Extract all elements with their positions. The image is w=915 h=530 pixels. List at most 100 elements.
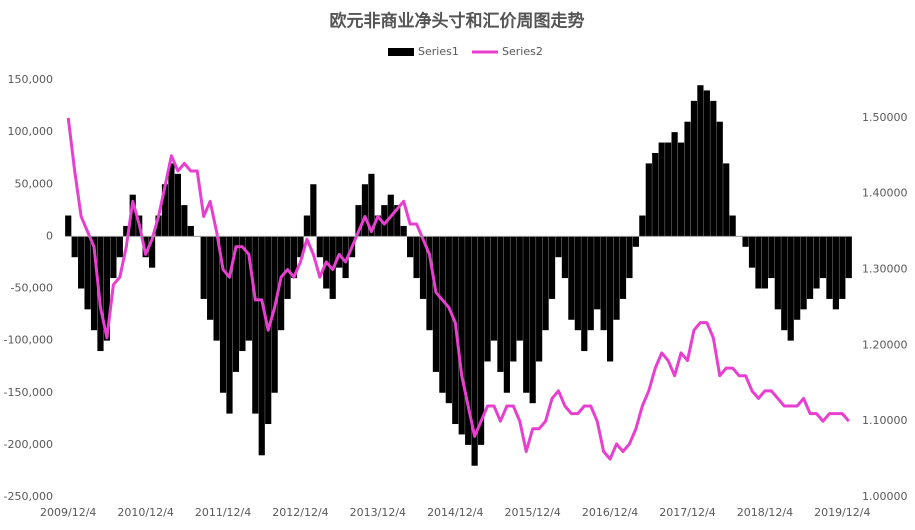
bar	[561, 236, 569, 279]
bar	[71, 236, 78, 258]
bar	[116, 236, 123, 258]
y2-tick-label: 1.50000	[862, 111, 908, 124]
bar	[368, 173, 375, 237]
bar	[806, 236, 814, 299]
bar	[297, 236, 304, 258]
y-tick-label: -150,000	[4, 386, 53, 399]
bar	[600, 236, 607, 331]
bar	[626, 236, 633, 279]
bar	[174, 173, 181, 237]
bar	[697, 85, 704, 237]
bar	[800, 236, 807, 310]
bar	[103, 236, 111, 341]
bar	[587, 236, 594, 331]
bar	[407, 236, 414, 258]
bar	[200, 236, 207, 299]
bar	[510, 236, 517, 362]
bar	[645, 163, 652, 237]
bar	[284, 236, 291, 299]
bar	[413, 236, 420, 279]
bar	[548, 236, 556, 299]
bar	[226, 236, 233, 414]
bar	[523, 236, 530, 393]
bar	[65, 215, 72, 237]
bar	[207, 236, 214, 320]
x-tick-label: 2013/12/4	[350, 506, 406, 519]
bar	[490, 236, 498, 341]
x-tick-label: 2012/12/4	[272, 506, 328, 519]
bar	[342, 236, 349, 279]
bar	[148, 236, 156, 268]
bar	[361, 184, 369, 237]
bar	[774, 236, 781, 310]
bar	[465, 236, 472, 445]
y2-tick-label: 1.40000	[862, 187, 908, 200]
bar	[781, 236, 788, 331]
y-tick-label: -100,000	[4, 334, 53, 347]
bar	[503, 236, 510, 393]
bar	[787, 236, 794, 341]
bar	[394, 205, 401, 237]
bar	[845, 236, 852, 279]
legend-swatch	[388, 48, 414, 56]
bar	[619, 236, 627, 299]
bar	[400, 225, 407, 237]
bar	[252, 236, 259, 414]
x-tick-label: 2010/12/4	[117, 506, 173, 519]
bar	[832, 236, 839, 310]
bar	[723, 163, 730, 237]
bar	[439, 236, 446, 393]
bar	[110, 236, 117, 279]
line	[66, 117, 850, 461]
legend-label: Series1	[418, 45, 459, 58]
bar	[529, 236, 536, 404]
bar	[381, 205, 388, 237]
bar	[671, 132, 678, 237]
bar	[336, 236, 343, 268]
bar	[426, 236, 433, 331]
bar	[497, 236, 504, 372]
bar	[84, 236, 91, 310]
bar	[290, 236, 298, 279]
bar	[168, 163, 175, 237]
bar	[794, 236, 801, 320]
bar	[432, 236, 440, 372]
bar	[729, 215, 736, 237]
bar	[161, 184, 169, 237]
bar	[142, 236, 149, 258]
bar	[258, 236, 265, 456]
bar	[652, 152, 659, 237]
chart-title: 欧元非商业净头寸和汇价周图走势	[330, 11, 585, 32]
bar	[477, 236, 485, 445]
x-tick-label: 2016/12/4	[582, 506, 638, 519]
x-tick-label: 2017/12/4	[659, 506, 715, 519]
bar	[665, 142, 672, 237]
bar	[639, 215, 646, 237]
x-tick-label: 2009/12/4	[40, 506, 96, 519]
x-tick-label: 2018/12/4	[737, 506, 793, 519]
bar	[129, 194, 136, 237]
bar	[568, 236, 575, 320]
bar	[471, 236, 478, 466]
bar	[555, 236, 562, 258]
bar	[819, 236, 827, 279]
y-tick-label: -200,000	[4, 438, 53, 451]
x-tick-label: 2015/12/4	[504, 506, 560, 519]
bar	[303, 215, 311, 237]
bar	[310, 184, 317, 237]
y2-tick-label: 1.30000	[862, 263, 908, 276]
bar	[839, 236, 846, 299]
bar	[219, 236, 227, 393]
bar	[187, 225, 194, 237]
bar	[768, 236, 775, 279]
bar	[813, 236, 820, 289]
bar	[716, 121, 723, 237]
y-tick-label: 100,000	[8, 125, 54, 138]
x-tick-label: 2014/12/4	[427, 506, 483, 519]
bar	[542, 236, 549, 331]
y2-tick-label: 1.20000	[862, 338, 908, 351]
bar	[742, 236, 749, 247]
bar	[703, 90, 710, 237]
legend-label: Series2	[502, 45, 543, 58]
bar	[316, 236, 323, 258]
